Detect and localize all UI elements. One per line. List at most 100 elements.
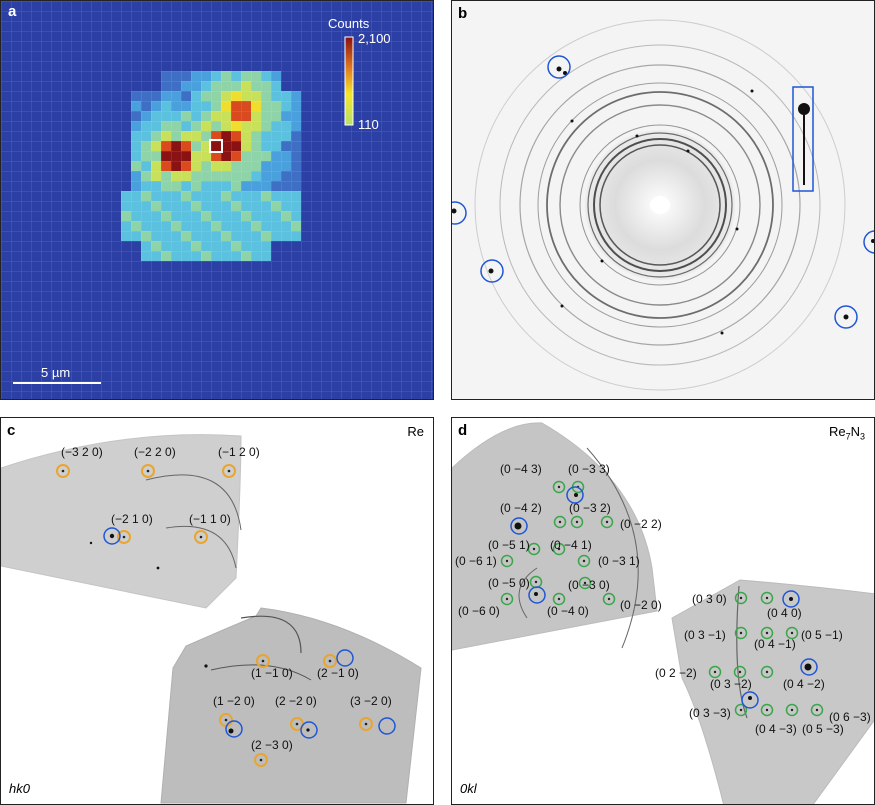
detector-segment-upper [1, 434, 242, 609]
reflection-label-re7n3: (0 −5 0) [488, 576, 530, 590]
re-reflection-spot [146, 469, 150, 473]
re7n3-reflection-marker [734, 703, 748, 717]
re-reflection-spot [224, 718, 228, 722]
re7n3-reflection-marker [600, 515, 614, 529]
powder-diffraction-pattern [452, 19, 874, 391]
re7n3-reflection-spot [790, 631, 794, 635]
reflection-label-re: (−2 2 0) [134, 445, 176, 459]
re7n3-reflection-marker [760, 626, 774, 640]
re7n3-reflection-spot [765, 596, 769, 600]
re7n3-reflection-spot [575, 520, 579, 524]
re-reflection-spot [199, 535, 203, 539]
reflection-label-re7n3: (0 3 −2) [710, 677, 752, 691]
reflection-label-re7n3: (0 3 −1) [684, 628, 726, 642]
reflection-label-re7n3: (0 2 −2) [655, 666, 697, 680]
reflection-label-re: (2 −3 0) [251, 738, 293, 752]
reflection-label-re: (1 −2 0) [213, 694, 255, 708]
panel-label-b: b [458, 5, 468, 22]
reflection-label-re: (−1 1 0) [189, 512, 231, 526]
reflection-label-re: (3 −2 0) [350, 694, 392, 708]
re7n3-reflection-spot [739, 631, 743, 635]
re7n3-reflection-spot [765, 708, 769, 712]
highlighted-spot [566, 486, 584, 504]
panel-c: (−3 2 0) (−2 2 0) (−1 2 0) (−2 1 0) (−1 1 0)… [0, 417, 434, 805]
re-reflection-marker [359, 717, 373, 731]
re-reflection-marker [141, 464, 155, 478]
re-reflection-marker [323, 654, 337, 668]
scale-bar-label: 5 µm [41, 365, 71, 380]
re7n3-reflection-spot [534, 580, 538, 584]
reflection-label-re7n3: (0 −2 2) [620, 517, 662, 531]
reflection-label-re7n3: (0 −4 0) [547, 604, 589, 618]
re-reflection-spot [227, 469, 231, 473]
re-reflection-marker [256, 654, 270, 668]
re7n3-reflection-marker [552, 480, 566, 494]
highlighted-spot [480, 259, 504, 283]
reflection-label-re7n3: (0 −3 3) [568, 462, 610, 476]
reflection-label-re: (2 −1 0) [317, 666, 359, 680]
reflection-label-re: (2 −2 0) [275, 694, 317, 708]
reflection-label-re7n3: (0 −6 1) [455, 554, 497, 568]
reflection-label-re7n3: (0 4 −3) [755, 722, 797, 736]
reflection-label-re: (−3 2 0) [61, 445, 103, 459]
re-reflection-marker [222, 464, 236, 478]
re7n3-reflection-spot [582, 559, 586, 563]
re7n3-reflection-marker [602, 592, 616, 606]
reflection-label-re7n3: (0 3 0) [692, 592, 727, 606]
reflection-label-re7n3: (0 3 −3) [689, 706, 731, 720]
re-reflection-spot [328, 659, 332, 663]
reflection-label-re7n3: (0 −4 2) [500, 501, 542, 515]
selected-pixel-marker [209, 139, 223, 153]
single-crystal-pattern-hk0: (−3 2 0) (−2 2 0) (−1 2 0) (−2 1 0) (−1 1 0)… [1, 434, 422, 804]
re7n3-reflection-spot [557, 597, 561, 601]
reflection-label-re7n3: (0 −6 0) [458, 604, 500, 618]
re7n3-reflection-marker [552, 542, 566, 556]
re7n3-reflection-marker [578, 576, 592, 590]
re7n3-reflection-spot [713, 670, 717, 674]
re7n3-reflection-marker [760, 703, 774, 717]
re7n3-reflection-marker [760, 591, 774, 605]
re7n3-reflection-spot [605, 520, 609, 524]
re7n3-reflection-marker [810, 703, 824, 717]
re7n3-reflection-marker [570, 515, 584, 529]
re-reflection-marker [117, 530, 131, 544]
highlighted-spot [800, 658, 818, 676]
re7n3-reflection-spot [790, 708, 794, 712]
reflection-label-re7n3: (0 4 −1) [754, 637, 796, 651]
re7n3-reflection-marker [527, 542, 541, 556]
highlighted-streak [792, 86, 814, 192]
reflection-label-re: (−1 2 0) [218, 445, 260, 459]
reflection-label-re7n3: (0 4 0) [767, 606, 802, 620]
reflection-label-re7n3: (0 −5 1) [488, 538, 530, 552]
colorbar-min-label: 110 [358, 117, 379, 132]
single-crystal-pattern-0kl: (0 −4 3) (0 −3 3) (0 −4 2) (0 −3 2) (0 −2 2)… [452, 422, 874, 804]
re-reflection-marker [254, 753, 268, 767]
re7n3-reflection-spot [738, 670, 742, 674]
re7n3-reflection-marker [785, 703, 799, 717]
zone-label-d: 0kl [460, 781, 477, 796]
panel-label-c: c [7, 422, 16, 439]
re7n3-reflection-spot [583, 581, 587, 585]
panel-label-a: a [8, 3, 17, 20]
highlighted-spot [336, 649, 354, 667]
highlighted-spot [225, 720, 243, 738]
highlighted-spot [103, 527, 121, 545]
re-reflection-spot [122, 535, 126, 539]
detector-segment-right [671, 579, 874, 804]
reflection-label-re7n3: (0 6 −3) [829, 710, 871, 724]
phase-label-d: Re7N3 [828, 424, 865, 442]
re7n3-reflection-marker [553, 515, 567, 529]
re7n3-reflection-spot [765, 670, 769, 674]
detector-segment-left [452, 422, 658, 651]
panel-b: b [451, 0, 875, 400]
highlighted-spot [378, 717, 396, 735]
zone-label-c: hk0 [9, 781, 30, 796]
re-reflection-spot [61, 469, 65, 473]
highlighted-spot [782, 590, 800, 608]
re7n3-reflection-spot [557, 547, 561, 551]
re7n3-reflection-marker [500, 554, 514, 568]
reflection-label-re7n3: (0 −2 0) [620, 598, 662, 612]
panel-label-d: d [458, 422, 468, 439]
highlighted-spot [741, 691, 759, 709]
reflection-label-re7n3: (0 −3 0) [568, 578, 610, 592]
